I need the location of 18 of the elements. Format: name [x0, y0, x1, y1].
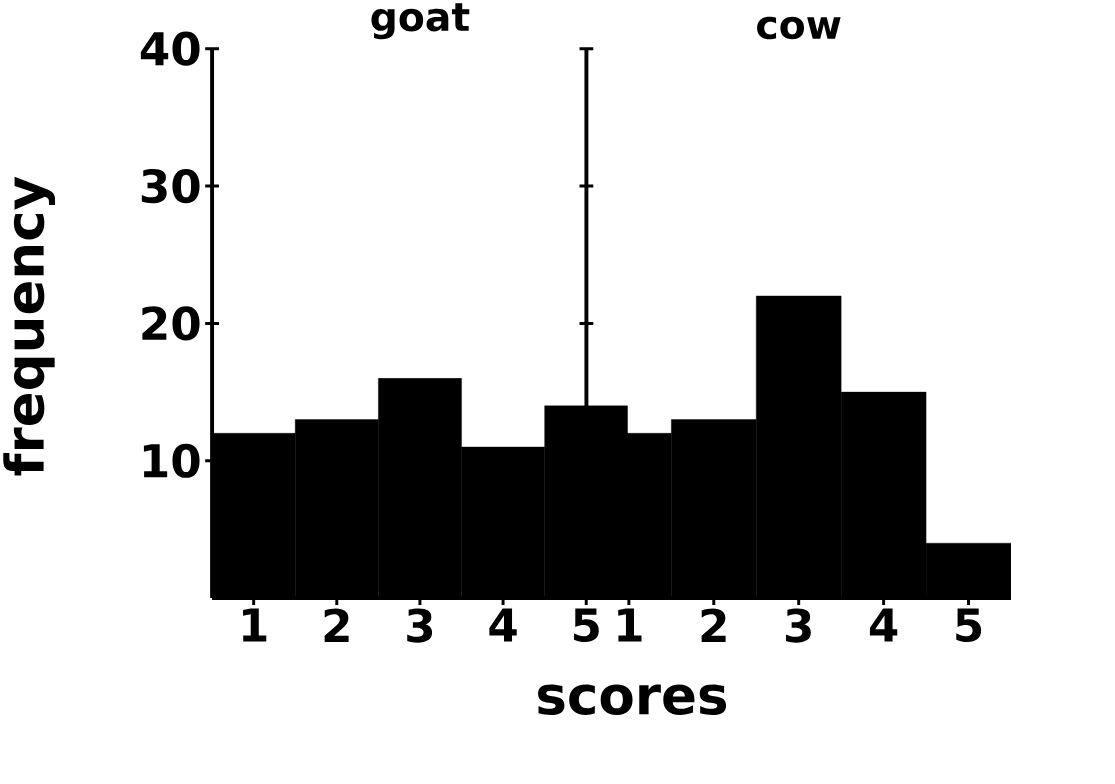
y-tick-label: 20 [142, 306, 200, 341]
x-tick-label: 4 [489, 608, 517, 642]
y-tick-label: 40 [140, 31, 200, 67]
chart-title: cow [757, 17, 841, 40]
x-tick-label: 1 [618, 608, 642, 642]
x-tick-label: 3 [407, 608, 433, 643]
chart-title: goat [371, 3, 470, 40]
x-tick-label: 4 [869, 608, 898, 642]
x-tick-label: 3 [785, 608, 811, 643]
x-tick-label: 2 [701, 608, 726, 643]
y-tick-label: 10 [143, 443, 200, 479]
y-axis-title: frequency [3, 176, 56, 476]
x-tick-label: 2 [324, 608, 349, 643]
x-axis-title: scores [538, 684, 727, 716]
x-tick-label: 5 [956, 608, 982, 643]
x-tick-label: 5 [573, 608, 599, 643]
x-tick-label: 1 [243, 608, 267, 642]
y-tick-label: 30 [141, 169, 200, 204]
